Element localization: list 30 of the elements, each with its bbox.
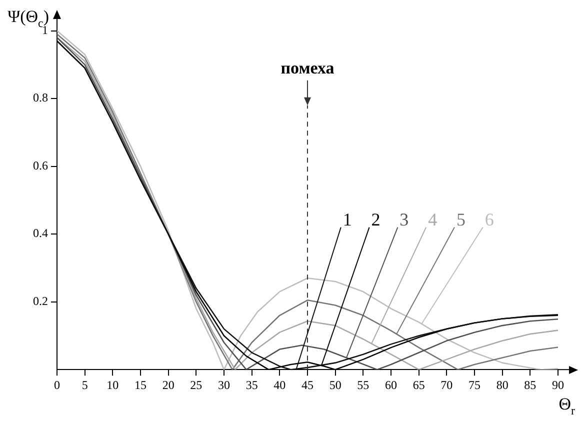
x-tick-label: 40 bbox=[274, 378, 286, 392]
text: 3 bbox=[400, 209, 409, 230]
text: 2 bbox=[371, 209, 380, 230]
x-tick-label: 10 bbox=[106, 378, 119, 392]
text: 5 bbox=[456, 209, 466, 230]
x-tick-label: 65 bbox=[412, 378, 425, 392]
x-tick-label: 80 bbox=[496, 378, 508, 392]
x-tick-label: 60 bbox=[385, 378, 397, 392]
x-tick-label: 75 bbox=[468, 378, 480, 392]
text: 4 bbox=[428, 209, 438, 230]
x-tick-label: 15 bbox=[134, 378, 146, 392]
y-tick-label: 0.6 bbox=[33, 158, 48, 172]
x-tick-label: 35 bbox=[246, 378, 258, 392]
x-tick-label: 45 bbox=[302, 378, 314, 392]
text: 1 bbox=[342, 209, 352, 230]
x-tick-label: 70 bbox=[440, 378, 453, 392]
y-tick-label: 0.2 bbox=[33, 294, 48, 308]
x-tick-label: 0 bbox=[54, 378, 60, 392]
ref-line-label: помеха bbox=[280, 58, 335, 78]
x-tick-label: 90 bbox=[552, 378, 564, 392]
x-tick-label: 25 bbox=[190, 378, 202, 392]
y-tick-label: 0.4 bbox=[33, 226, 48, 240]
y-tick-label: 0.8 bbox=[33, 90, 48, 105]
x-tick-label: 30 bbox=[218, 378, 230, 392]
x-tick-label: 85 bbox=[524, 378, 536, 392]
x-tick-label: 50 bbox=[329, 378, 342, 392]
x-tick-label: 55 bbox=[357, 378, 370, 392]
x-tick-label: 5 bbox=[82, 378, 88, 392]
x-tick-label: 20 bbox=[162, 378, 174, 392]
text: 6 bbox=[484, 209, 494, 230]
